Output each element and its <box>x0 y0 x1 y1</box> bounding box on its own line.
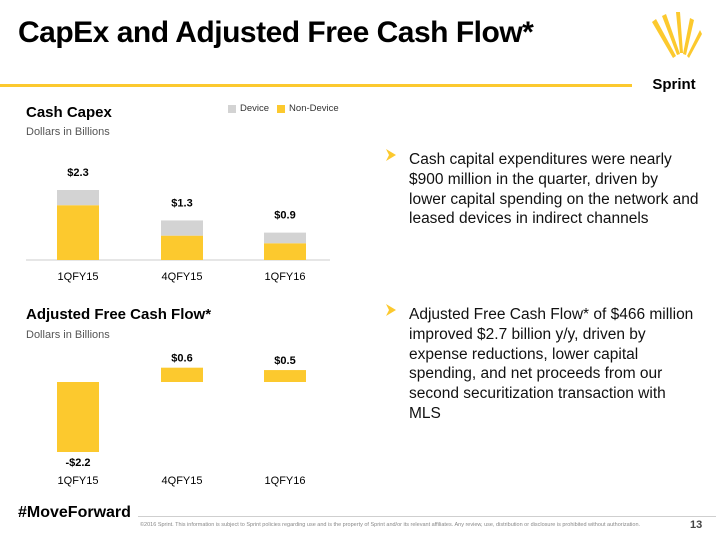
capex-legend: Device Non-Device <box>228 103 339 114</box>
afcf-data-label: -$2.2 <box>65 457 90 469</box>
capex-bar-device-1qfy15 <box>57 190 99 206</box>
capex-bar-non-device-1qfy16 <box>264 243 306 260</box>
afcf-data-label: $0.6 <box>171 353 192 365</box>
afcf-tick-label: 1QFY16 <box>265 475 306 487</box>
capex-tick-label: 4QFY15 <box>162 271 203 283</box>
page-number: 13 <box>690 519 703 531</box>
legend-non-device: Non-Device <box>277 103 339 114</box>
legend-label-non-device: Non-Device <box>289 103 339 114</box>
afcf-bar-1qfy16 <box>264 370 306 382</box>
legend-device: Device <box>228 103 269 114</box>
capex-bar-device-1qfy16 <box>264 232 306 244</box>
bullet-afcf: Adjusted Free Cash Flow* of $466 million… <box>409 306 694 422</box>
capex-data-label: $0.9 <box>274 210 295 222</box>
logo-text: Sprint <box>652 76 695 93</box>
afcf-bar-4qfy15 <box>161 367 203 382</box>
page-title: CapEx and Adjusted Free Cash Flow* <box>18 16 534 49</box>
afcf-chart-title: Adjusted Free Cash Flow* <box>26 306 212 323</box>
capex-chart: $2.3 1QFY15 $1.3 4QFY15 $0.9 1QFY16 <box>26 167 330 283</box>
capex-bar-non-device-1qfy15 <box>57 205 99 260</box>
legend-label-device: Device <box>240 103 270 114</box>
footer-rule <box>138 516 716 517</box>
afcf-bar-1qfy15 <box>57 382 99 452</box>
legend-swatch-device <box>228 104 236 113</box>
chevron-right-icon <box>386 304 396 316</box>
afcf-data-label: $0.5 <box>274 355 295 367</box>
capex-data-label: $1.3 <box>171 197 192 209</box>
afcf-chart-subtitle: Dollars in Billions <box>26 329 110 341</box>
capex-chart-subtitle: Dollars in Billions <box>26 126 110 138</box>
capex-data-label: $2.3 <box>67 167 88 179</box>
sprint-logo: Sprint <box>652 12 702 93</box>
title-rule <box>0 84 632 87</box>
capex-bar-non-device-4qfy15 <box>161 235 203 260</box>
afcf-tick-label: 1QFY15 <box>58 475 99 487</box>
hashtag: #MoveForward <box>18 504 131 521</box>
afcf-tick-label: 4QFY15 <box>162 475 203 487</box>
chevron-right-icon <box>386 149 396 161</box>
capex-tick-label: 1QFY15 <box>58 271 99 283</box>
legend-swatch-non-device <box>277 104 286 113</box>
sprint-burst-icon <box>652 12 702 58</box>
capex-chart-title: Cash Capex <box>26 104 112 121</box>
footer-disclaimer: ©2016 Sprint. This information is subjec… <box>140 522 641 528</box>
afcf-chart: -$2.2 1QFY15 $0.6 4QFY15 $0.5 1QFY16 <box>57 353 306 487</box>
capex-bar-device-4qfy15 <box>161 220 203 236</box>
capex-tick-label: 1QFY16 <box>265 271 306 283</box>
bullet-capex: Cash capital expenditures were nearly $9… <box>409 151 699 228</box>
